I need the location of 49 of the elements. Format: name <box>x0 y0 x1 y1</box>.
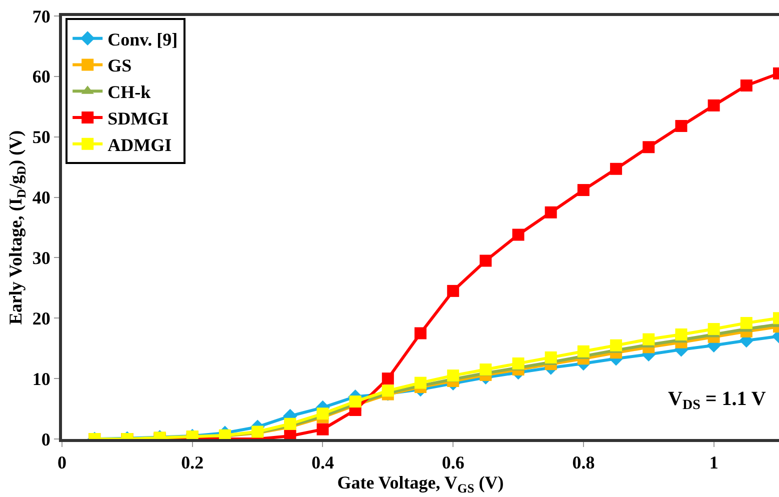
legend-label: GS <box>108 56 132 76</box>
x-tick-label: 1 <box>709 452 718 473</box>
point <box>284 418 296 430</box>
y-tick-label: 0 <box>41 429 50 450</box>
y-tick-label: 70 <box>32 6 50 26</box>
point <box>349 396 362 408</box>
point <box>316 423 329 436</box>
point <box>642 333 655 346</box>
annotation: V$_{DS}$ = 1.1 V <box>668 388 766 414</box>
point <box>512 357 524 370</box>
point <box>577 345 590 358</box>
x-tick-label: 0.6 <box>442 452 464 473</box>
point <box>382 384 394 397</box>
point <box>544 351 557 364</box>
x-axis-title: Gate Voltage, V$_{GS}$ (V) <box>337 472 504 496</box>
point <box>512 228 524 241</box>
point <box>708 323 720 336</box>
y-tick-label: 60 <box>32 66 50 87</box>
x-tick-label: 0 <box>58 452 66 473</box>
x-tick-label: 0.4 <box>311 452 334 473</box>
point <box>740 79 752 92</box>
point <box>544 206 557 218</box>
x-tick-label: 0.2 <box>181 452 204 473</box>
point <box>447 370 460 382</box>
point <box>740 316 752 329</box>
y-tick-label: 30 <box>32 248 50 268</box>
x-tick-label: 0.8 <box>572 452 595 473</box>
point <box>480 364 492 376</box>
legend-label: CH-k <box>108 82 151 102</box>
legend-label: ADMGI <box>108 134 172 155</box>
point <box>480 254 492 267</box>
y-tick-label: 20 <box>32 308 50 328</box>
y-tick-label: 50 <box>32 127 50 148</box>
point <box>577 184 590 196</box>
point <box>382 372 394 385</box>
point <box>642 141 655 154</box>
legend-label: SDMGI <box>108 108 169 129</box>
legend-label: Conv. [9] <box>108 29 178 50</box>
y-tick-label: 40 <box>32 188 50 208</box>
y-tick-label: 10 <box>32 368 50 389</box>
point <box>675 328 688 340</box>
point <box>610 162 622 175</box>
point <box>447 284 460 297</box>
point <box>316 408 329 420</box>
point <box>414 376 426 389</box>
point <box>414 327 426 340</box>
point <box>675 120 688 132</box>
point <box>708 99 720 112</box>
point <box>610 339 622 352</box>
